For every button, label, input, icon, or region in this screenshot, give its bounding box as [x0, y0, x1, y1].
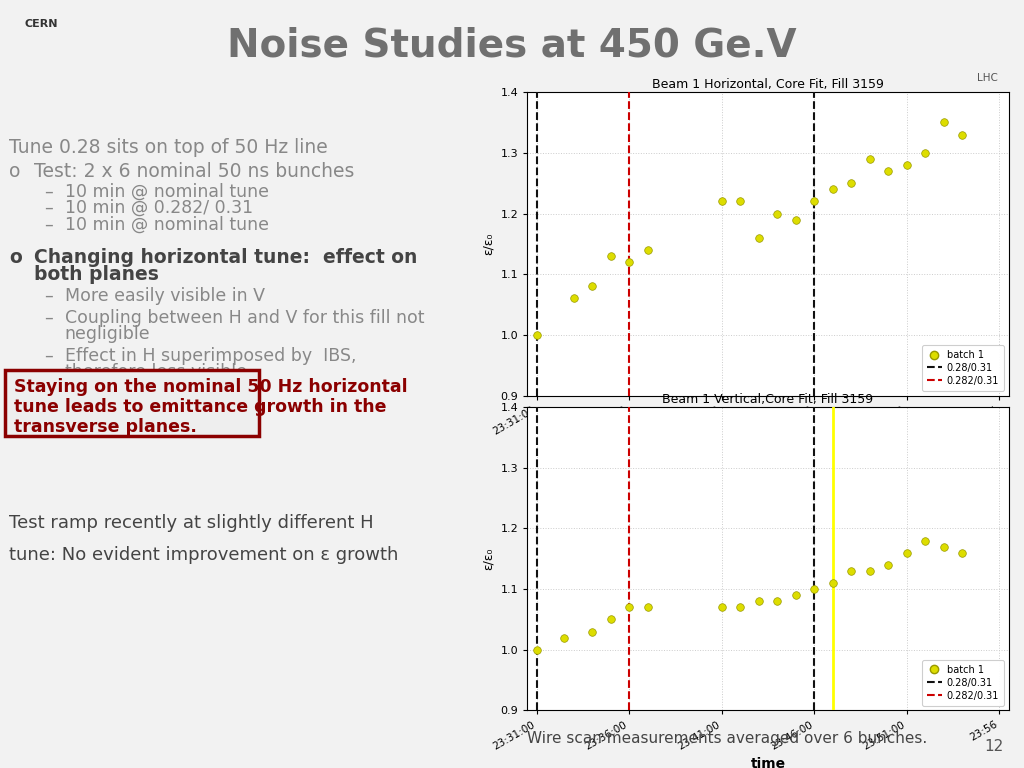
Point — [954, 547, 971, 559]
Text: –: – — [44, 215, 52, 233]
Point — [880, 558, 897, 571]
Text: –: – — [44, 346, 52, 365]
Point — [621, 256, 637, 268]
Text: 10 min @ nominal tune: 10 min @ nominal tune — [65, 183, 268, 200]
Text: o: o — [9, 248, 23, 266]
Text: Tune 0.28 sits on top of 50 Hz line: Tune 0.28 sits on top of 50 Hz line — [9, 138, 328, 157]
Text: –: – — [44, 287, 52, 305]
Text: Noise Studies at 450 Ge.V: Noise Studies at 450 Ge.V — [227, 26, 797, 65]
Point — [751, 232, 767, 244]
Point — [602, 614, 618, 626]
Text: Effect in H superimposed by  IBS,: Effect in H superimposed by IBS, — [65, 346, 356, 365]
FancyBboxPatch shape — [5, 369, 258, 436]
Point — [824, 183, 841, 195]
Text: transverse planes.: transverse planes. — [14, 419, 198, 436]
Y-axis label: ε/ε₀: ε/ε₀ — [482, 233, 495, 255]
Y-axis label: ε/ε₀: ε/ε₀ — [482, 548, 495, 570]
Point — [843, 564, 859, 577]
Text: CERN: CERN — [25, 18, 58, 28]
Point — [639, 243, 656, 256]
Title: Beam 1 Vertical,Core Fit, Fill 3159: Beam 1 Vertical,Core Fit, Fill 3159 — [663, 393, 873, 406]
Text: negligible: negligible — [65, 325, 151, 343]
Point — [936, 116, 952, 128]
Point — [751, 595, 767, 607]
Point — [806, 195, 822, 207]
Text: Changing horizontal tune:  effect on: Changing horizontal tune: effect on — [34, 248, 417, 266]
Point — [899, 547, 915, 559]
Point — [556, 631, 572, 644]
Point — [769, 595, 785, 607]
Text: therefore less visible: therefore less visible — [65, 363, 247, 381]
Text: 12: 12 — [984, 739, 1004, 754]
Point — [787, 214, 804, 226]
X-axis label: time: time — [751, 442, 785, 456]
Point — [714, 601, 730, 614]
Point — [714, 195, 730, 207]
Text: tune: No evident improvement on ε growth: tune: No evident improvement on ε growth — [9, 547, 398, 564]
Text: Test ramp recently at slightly different H: Test ramp recently at slightly different… — [9, 514, 374, 532]
Text: 10 min @ 0.282/ 0.31: 10 min @ 0.282/ 0.31 — [65, 199, 253, 217]
Text: both planes: both planes — [34, 266, 159, 284]
Point — [861, 564, 878, 577]
Text: –: – — [44, 309, 52, 326]
Point — [732, 601, 749, 614]
Point — [918, 147, 934, 159]
Legend: batch 1, 0.28/0.31, 0.282/0.31: batch 1, 0.28/0.31, 0.282/0.31 — [923, 345, 1004, 391]
Point — [528, 329, 545, 341]
Text: –: – — [44, 183, 52, 200]
Point — [918, 535, 934, 547]
Point — [528, 644, 545, 656]
Text: Wire scan measurements averaged over 6 bunches.: Wire scan measurements averaged over 6 b… — [527, 731, 928, 746]
Legend: batch 1, 0.28/0.31, 0.282/0.31: batch 1, 0.28/0.31, 0.282/0.31 — [923, 660, 1004, 706]
Text: Staying on the nominal 50 Hz horizontal: Staying on the nominal 50 Hz horizontal — [14, 378, 409, 396]
Point — [639, 601, 656, 614]
Point — [787, 589, 804, 601]
Text: –: – — [44, 199, 52, 217]
Point — [936, 541, 952, 553]
Title: Beam 1 Horizontal, Core Fit, Fill 3159: Beam 1 Horizontal, Core Fit, Fill 3159 — [652, 78, 884, 91]
Text: Coupling between H and V for this fill not: Coupling between H and V for this fill n… — [65, 309, 424, 326]
Point — [824, 577, 841, 589]
Text: Test: 2 x 6 nominal 50 ns bunches: Test: 2 x 6 nominal 50 ns bunches — [34, 162, 354, 180]
Point — [861, 153, 878, 165]
Text: LHC: LHC — [977, 74, 997, 84]
Text: o: o — [9, 162, 20, 180]
Point — [602, 250, 618, 262]
Point — [843, 177, 859, 190]
Text: 10 min @ nominal tune: 10 min @ nominal tune — [65, 215, 268, 233]
Point — [769, 207, 785, 220]
Point — [584, 625, 600, 637]
Point — [621, 601, 637, 614]
Text: tune leads to emittance growth in the: tune leads to emittance growth in the — [14, 398, 387, 416]
Point — [899, 159, 915, 171]
Point — [732, 195, 749, 207]
Point — [565, 293, 582, 305]
Point — [584, 280, 600, 293]
Point — [954, 128, 971, 141]
Point — [806, 583, 822, 595]
Point — [880, 165, 897, 177]
Text: More easily visible in V: More easily visible in V — [65, 287, 264, 305]
X-axis label: time: time — [751, 757, 785, 768]
